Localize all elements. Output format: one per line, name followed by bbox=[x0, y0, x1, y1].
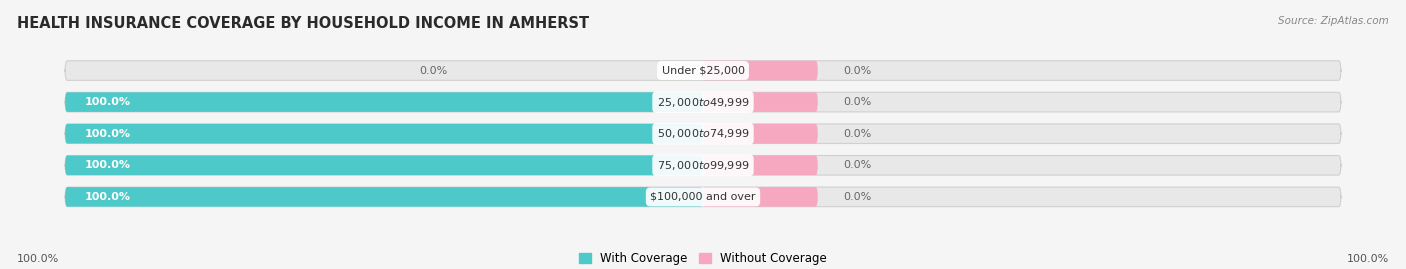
FancyBboxPatch shape bbox=[703, 92, 818, 112]
Text: 100.0%: 100.0% bbox=[84, 160, 131, 170]
Text: 100.0%: 100.0% bbox=[17, 254, 59, 264]
Text: $75,000 to $99,999: $75,000 to $99,999 bbox=[657, 159, 749, 172]
Text: 100.0%: 100.0% bbox=[84, 192, 131, 202]
FancyBboxPatch shape bbox=[65, 155, 703, 175]
Text: 0.0%: 0.0% bbox=[844, 66, 872, 76]
FancyBboxPatch shape bbox=[65, 124, 703, 143]
Text: $100,000 and over: $100,000 and over bbox=[650, 192, 756, 202]
Text: 100.0%: 100.0% bbox=[84, 129, 131, 139]
FancyBboxPatch shape bbox=[65, 61, 1341, 80]
Text: HEALTH INSURANCE COVERAGE BY HOUSEHOLD INCOME IN AMHERST: HEALTH INSURANCE COVERAGE BY HOUSEHOLD I… bbox=[17, 16, 589, 31]
FancyBboxPatch shape bbox=[65, 187, 703, 207]
FancyBboxPatch shape bbox=[65, 92, 1341, 112]
Text: $50,000 to $74,999: $50,000 to $74,999 bbox=[657, 127, 749, 140]
Text: $25,000 to $49,999: $25,000 to $49,999 bbox=[657, 95, 749, 109]
Text: 0.0%: 0.0% bbox=[844, 129, 872, 139]
Text: 0.0%: 0.0% bbox=[844, 192, 872, 202]
FancyBboxPatch shape bbox=[703, 155, 818, 175]
Legend: With Coverage, Without Coverage: With Coverage, Without Coverage bbox=[574, 247, 832, 269]
FancyBboxPatch shape bbox=[65, 155, 1341, 175]
Text: 0.0%: 0.0% bbox=[844, 160, 872, 170]
Text: Under $25,000: Under $25,000 bbox=[661, 66, 745, 76]
FancyBboxPatch shape bbox=[703, 61, 818, 80]
FancyBboxPatch shape bbox=[65, 124, 1341, 143]
FancyBboxPatch shape bbox=[65, 92, 703, 112]
Text: 0.0%: 0.0% bbox=[419, 66, 449, 76]
FancyBboxPatch shape bbox=[703, 187, 818, 207]
FancyBboxPatch shape bbox=[65, 187, 1341, 207]
Text: Source: ZipAtlas.com: Source: ZipAtlas.com bbox=[1278, 16, 1389, 26]
Text: 100.0%: 100.0% bbox=[84, 97, 131, 107]
Text: 100.0%: 100.0% bbox=[1347, 254, 1389, 264]
Text: 0.0%: 0.0% bbox=[844, 97, 872, 107]
FancyBboxPatch shape bbox=[703, 124, 818, 143]
